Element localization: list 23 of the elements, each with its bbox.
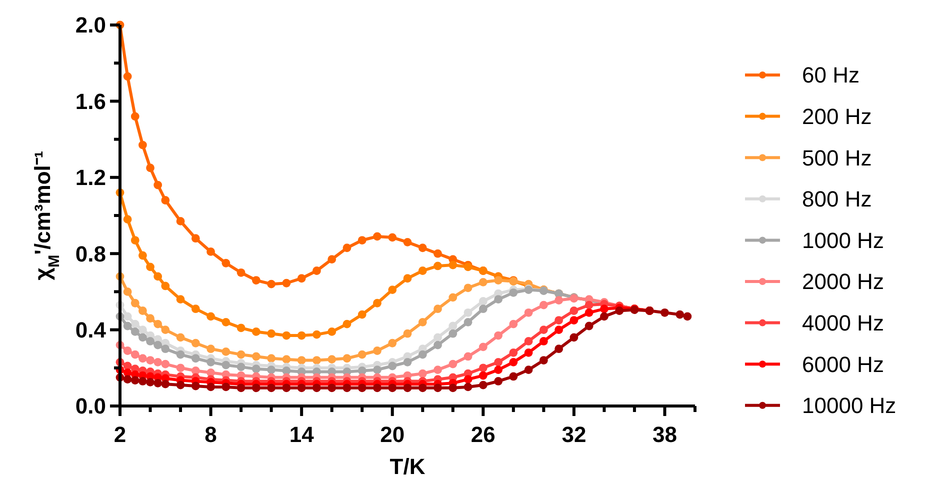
legend-label: 200 Hz bbox=[802, 104, 872, 129]
x-tick-label: 32 bbox=[562, 422, 586, 447]
legend-label: 6000 Hz bbox=[802, 352, 884, 377]
y-tick-label: 0.4 bbox=[75, 318, 107, 342]
legend-label: 10000 Hz bbox=[802, 393, 896, 418]
y-tick-label: 0.0 bbox=[75, 394, 106, 419]
y-tick-label: 0.8 bbox=[75, 241, 106, 266]
legend-label: 1000 Hz bbox=[802, 228, 884, 253]
legend-label: 500 Hz bbox=[802, 145, 872, 170]
legend-label: 4000 Hz bbox=[802, 310, 884, 336]
x-axis-title: T/K bbox=[390, 454, 426, 479]
x-tick-label: 8 bbox=[204, 422, 217, 447]
y-tick-label: 2.0 bbox=[75, 12, 106, 38]
x-tick-label: 38 bbox=[652, 422, 677, 447]
y-tick-label: 1.2 bbox=[75, 165, 106, 190]
x-tick-label: 14 bbox=[289, 422, 315, 447]
legend-label: 2000 Hz bbox=[802, 269, 884, 294]
y-tick-label: 1.6 bbox=[75, 88, 106, 114]
legend-label: 60 Hz bbox=[802, 62, 860, 88]
legend-label: 800 Hz bbox=[802, 186, 872, 212]
x-tick-label: 20 bbox=[380, 422, 405, 447]
x-tick-label: 2 bbox=[114, 422, 126, 447]
x-tick-label: 26 bbox=[470, 422, 496, 447]
